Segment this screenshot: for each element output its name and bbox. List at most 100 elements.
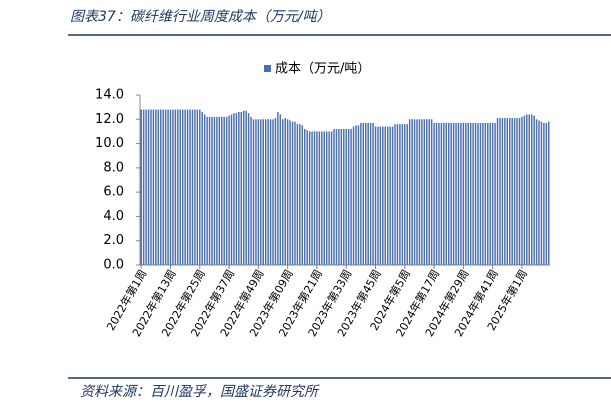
bar [155,109,157,265]
bar [345,129,347,265]
bar [340,129,343,265]
bar [308,131,311,265]
bar [145,109,147,265]
y-tick-label: 8.0 [103,160,124,175]
bar [447,122,450,265]
bar [228,115,230,266]
bar [462,122,465,265]
bar [321,131,323,265]
bar [543,122,545,265]
bar [313,131,316,265]
bar [465,122,467,265]
bar [513,118,516,265]
bar [233,113,235,265]
bar [533,115,535,266]
bar [323,131,325,265]
bar [289,120,291,265]
bar [191,109,194,265]
bar [284,118,286,265]
bar [140,109,142,265]
bar [230,114,233,265]
bar [260,119,262,266]
y-tick-label: 2.0 [103,233,124,248]
bar [450,122,452,265]
bar [177,109,179,265]
bar [399,124,401,266]
bar [428,119,430,266]
bar [147,109,150,265]
bar [316,131,318,265]
bar [282,119,284,266]
bar [352,126,355,265]
bar [501,118,504,265]
bar [379,126,382,265]
bar [433,122,435,265]
bar [457,122,460,265]
bar [306,130,308,265]
bar [511,118,513,265]
bar [189,109,191,265]
bar [357,125,360,265]
bar [540,121,543,265]
bar [247,113,250,265]
y-tick-label: 6.0 [103,185,124,200]
bar [401,124,404,266]
legend-label: 成本（万元/吨） [275,62,370,77]
bar [389,126,391,265]
bar [528,114,530,265]
bar [426,119,428,266]
bar [443,122,445,265]
bar [235,113,238,265]
bar [347,129,350,265]
bar [255,119,257,266]
bar [411,119,413,266]
bar [311,131,313,265]
bar [418,119,421,266]
y-tick-label: 10.0 [95,136,124,151]
y-tick-label: 12.0 [95,112,124,127]
bar [157,109,160,265]
bar [225,116,228,265]
bar [408,119,411,266]
bar [445,122,448,265]
bar [430,119,433,266]
bar [194,109,196,265]
bar [286,119,289,266]
bar [304,129,306,265]
bar [274,118,277,265]
bar [277,112,279,265]
bar [218,116,221,265]
bar [142,109,145,265]
bar [174,109,177,265]
bar [213,116,216,265]
bar [223,116,225,265]
bar [169,109,172,265]
bar [386,126,389,265]
bar [479,122,482,265]
bar [394,124,396,266]
y-tick-label: 0.0 [103,258,124,273]
bar [384,126,386,265]
source-note: 资料来源：百川盈孚，国盛证券研究所 [80,384,320,400]
bar [206,116,208,265]
bar [343,129,345,265]
bar [523,115,526,266]
bar [460,122,462,265]
bar [413,119,416,266]
bar [416,119,418,266]
bar [421,119,423,266]
bar [526,114,528,265]
bar [474,122,477,265]
bar [530,114,533,265]
bar [404,124,406,266]
bar [455,122,457,265]
bar [435,122,438,265]
bar [504,118,506,265]
bar [335,129,338,265]
figure-title: 图表37：碳纤维行业周度成本（万元/吨） [70,9,331,25]
bar [377,126,379,265]
bar [211,116,213,265]
bar [328,131,330,265]
bar [181,109,184,265]
